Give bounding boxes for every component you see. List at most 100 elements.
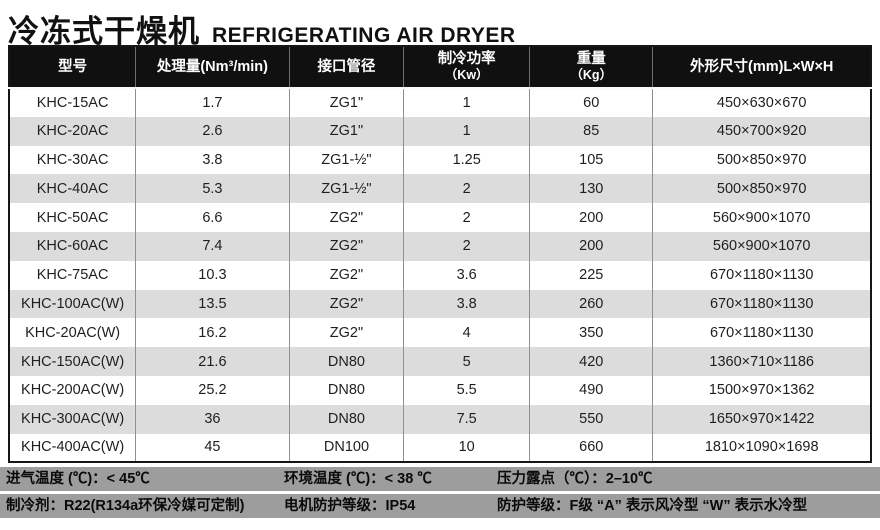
table-cell: KHC-30AC (8, 145, 137, 175)
table-cell: 1650×970×1422 (652, 404, 872, 434)
table-cell: 7.4 (135, 231, 290, 261)
table-row: KHC-40AC 5.3 ZG1-½" 2 130 500×850×970 (8, 174, 872, 204)
table-cell: 560×900×1070 (652, 231, 872, 261)
table-cell: ZG2" (288, 289, 405, 319)
page-title-chinese: 冷冻式干燥机 (8, 14, 200, 49)
table-cell: 200 (529, 203, 654, 232)
page-title-english: REFRIGERATING AIR DRYER (212, 24, 516, 47)
table-cell: 1 (403, 88, 531, 117)
table-cell: 670×1180×1130 (652, 318, 872, 348)
table-row: KHC-60AC 7.4 ZG2" 2 200 560×900×1070 (8, 231, 872, 261)
table-cell: DN80 (288, 375, 405, 405)
table-cell: 490 (529, 375, 654, 405)
table-cell: 500×850×970 (652, 145, 872, 175)
table-cell: DN80 (288, 347, 405, 376)
table-cell: 1810×1090×1698 (652, 433, 872, 463)
table-cell: 10 (403, 433, 531, 463)
column-header: 接口管径 (288, 46, 405, 89)
table-cell: 21.6 (135, 347, 290, 376)
table-cell: 660 (529, 433, 654, 463)
table-cell: 16.2 (135, 318, 290, 348)
table-cell: KHC-20AC(W) (8, 318, 137, 348)
table-row: KHC-300AC(W) 36 DN80 7.5 550 1650×970×1422 (8, 404, 872, 434)
footer-bar-operating-conditions: 进气温度 (℃)：< 45℃ 环境温度 (℃)：< 38 ℃ 压力露点（℃）：2–1… (0, 467, 880, 492)
table-row: KHC-50AC 6.6 ZG2" 2 200 560×900×1070 (8, 203, 872, 232)
table-cell: ZG2" (288, 260, 405, 290)
table-row: KHC-20AC 2.6 ZG1" 1 85 450×700×920 (8, 116, 872, 146)
table-cell: 105 (529, 145, 654, 175)
table-cell: 13.5 (135, 289, 290, 319)
table-cell: 45 (135, 433, 290, 463)
column-header: 处理量(Nm³/min) (135, 46, 290, 89)
table-cell: 6.6 (135, 203, 290, 232)
table-cell: 420 (529, 347, 654, 376)
table-cell: DN100 (288, 433, 405, 463)
table-cell: KHC-100AC(W) (8, 289, 137, 319)
table-cell: ZG2" (288, 231, 405, 261)
table-cell: KHC-300AC(W) (8, 404, 137, 434)
table-row: KHC-200AC(W) 25.2 DN80 5.5 490 1500×970×1362 (8, 375, 872, 405)
table-cell: 1500×970×1362 (652, 375, 872, 405)
footer-item: 电机防护等级：IP54 (284, 498, 416, 515)
table-row: KHC-30AC 3.8 ZG1-½" 1.25 105 500×850×970 (8, 145, 872, 175)
table-row: KHC-75AC 10.3 ZG2" 3.6 225 670×1180×1130 (8, 260, 872, 290)
table-body: KHC-15AC 1.7 ZG1" 1 60 450×630×670 KHC-20AC 2.6… (8, 88, 872, 463)
table-cell: 350 (529, 318, 654, 348)
table-row: KHC-20AC(W) 16.2 ZG2" 4 350 670×1180×1130 (8, 318, 872, 348)
table-cell: 560×900×1070 (652, 203, 872, 232)
table-cell: KHC-400AC(W) (8, 433, 137, 463)
table-cell: 200 (529, 231, 654, 261)
page-title: 冷冻式干燥机 REFRIGERATING AIR DRYER (0, 0, 880, 49)
column-header: 重量 （Kg） (529, 46, 654, 89)
table-cell: KHC-150AC(W) (8, 347, 137, 376)
table-row: KHC-15AC 1.7 ZG1" 1 60 450×630×670 (8, 88, 872, 117)
table-cell: KHC-15AC (8, 88, 137, 117)
table-cell: KHC-40AC (8, 174, 137, 204)
table-cell: 2 (403, 203, 531, 232)
table-cell: 1.7 (135, 88, 290, 117)
table-cell: 1 (403, 116, 531, 146)
table-cell: 260 (529, 289, 654, 319)
column-header: 制冷功率 （Kw） (403, 46, 531, 89)
table-cell: 1.25 (403, 145, 531, 175)
column-header: 外形尺寸(mm)L×W×H (652, 46, 872, 89)
table-cell: 5 (403, 347, 531, 376)
footer-item: 进气温度 (℃)：< 45℃ (6, 471, 150, 488)
table-cell: 36 (135, 404, 290, 434)
footer-bar-refrigerant-notes: 制冷剂：R22(R134a环保冷媒可定制) 电机防护等级：IP54 防护等级：F级 … (0, 494, 880, 519)
table-cell: ZG2" (288, 203, 405, 232)
footer-item: 制冷剂：R22(R134a环保冷媒可定制) (6, 498, 245, 515)
table-cell: KHC-50AC (8, 203, 137, 232)
table-row: KHC-150AC(W) 21.6 DN80 5 420 1360×710×1186 (8, 347, 872, 376)
footer-item: 压力露点（℃）：2–10℃ (497, 471, 653, 488)
table-cell: 1360×710×1186 (652, 347, 872, 376)
table-row: KHC-400AC(W) 45 DN100 10 660 1810×1090×1698 (8, 433, 872, 463)
table-cell: 10.3 (135, 260, 290, 290)
table-cell: KHC-60AC (8, 231, 137, 261)
table-cell: 3.8 (403, 289, 531, 319)
table-cell: 450×630×670 (652, 88, 872, 117)
table-cell: 5.3 (135, 174, 290, 204)
table-cell: 550 (529, 404, 654, 434)
table-cell: 7.5 (403, 404, 531, 434)
table-cell: ZG1" (288, 88, 405, 117)
table-cell: 25.2 (135, 375, 290, 405)
table-cell: 3.8 (135, 145, 290, 175)
column-header: 型号 (8, 46, 137, 89)
table-cell: ZG1" (288, 116, 405, 146)
table-cell: KHC-75AC (8, 260, 137, 290)
table-cell: 225 (529, 260, 654, 290)
table-row: KHC-100AC(W) 13.5 ZG2" 3.8 260 670×1180×1130 (8, 289, 872, 319)
table-cell: 670×1180×1130 (652, 289, 872, 319)
table-cell: 500×850×970 (652, 174, 872, 204)
table-cell: ZG2" (288, 318, 405, 348)
table-cell: 450×700×920 (652, 116, 872, 146)
table-cell: KHC-200AC(W) (8, 375, 137, 405)
table-cell: DN80 (288, 404, 405, 434)
footer-item: 环境温度 (℃)：< 38 ℃ (284, 471, 432, 488)
table-header: 型号 处理量(Nm³/min) 接口管径 制冷功率 （Kw） 重量 （Kg） 外形尺寸(mm)… (8, 46, 872, 89)
table-cell: 130 (529, 174, 654, 204)
table-cell: 2 (403, 174, 531, 204)
table-cell: 4 (403, 318, 531, 348)
